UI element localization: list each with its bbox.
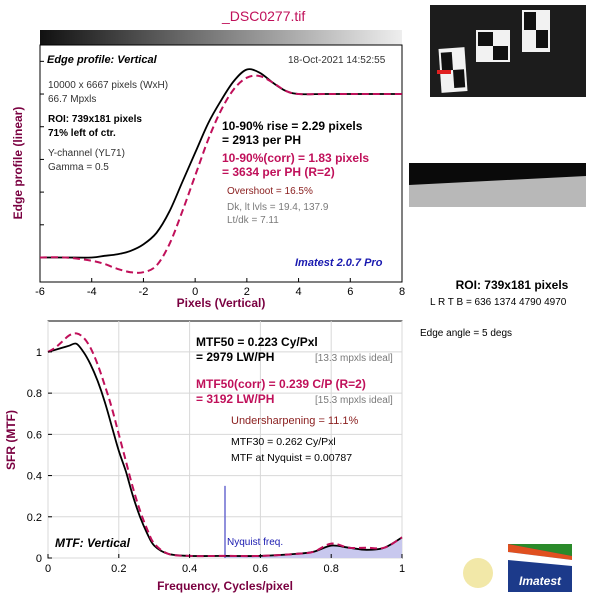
bottom-ytick-label: 0.6	[27, 429, 42, 441]
logo-stripe-white	[508, 552, 572, 566]
top-ylabel: Edge profile (linear)	[11, 107, 25, 220]
mtf-curve-corrected	[47, 332, 403, 558]
mtf50-ideal: [13.3 mpxls ideal]	[315, 353, 393, 364]
mtf50-line-2: = 2979 LW/PH	[196, 350, 274, 364]
rise-corr-line-2: = 3634 per PH (R=2)	[222, 165, 335, 179]
undersharpening: Undersharpening = 11.1%	[231, 415, 359, 427]
gray-gradient-bar	[40, 30, 402, 45]
bottom-ytick-label: 1	[36, 347, 42, 359]
bottom-ylabel: SFR (MTF)	[4, 410, 18, 470]
top-xlabel: Pixels (Vertical)	[177, 296, 266, 310]
edge-profile-plot: -6 -4 -2 0 2 4 6 8 Edge profile: Vertical 18-Oc…	[11, 30, 405, 310]
chart-square	[493, 46, 508, 60]
edge-curve-corrected	[39, 74, 402, 274]
bottom-xtick-label: 0.6	[253, 563, 268, 575]
roi-line-1: ROI: 739x181 pixels	[48, 114, 142, 125]
logo-stripe-red	[508, 544, 572, 560]
bottom-xtick-label: 0.2	[111, 563, 126, 575]
bottom-grid	[47, 321, 403, 559]
chart-square	[478, 32, 493, 46]
edge-curve-measured	[40, 68, 402, 259]
channel-line-2: Gamma = 0.5	[48, 162, 109, 173]
file-title: _DSC0277.tif	[221, 8, 305, 24]
mtf-curve-measured	[47, 342, 403, 557]
top-ticks: -6 -4 -2 0 2 4 6 8	[35, 278, 405, 298]
bottom-xtick-label: 0.8	[324, 563, 339, 575]
mtf-nyquist-fill	[225, 537, 402, 558]
rise-corr-line-1: 10-90%(corr) = 1.83 pixels	[222, 151, 369, 165]
rise-line-2: = 2913 per PH	[222, 133, 301, 147]
side-roi: ROI: 739x181 pixels	[456, 278, 569, 292]
roi-line-2: 71% left of ctr.	[48, 128, 116, 139]
top-xtick-label: 2	[244, 286, 250, 298]
timestamp: 18-Oct-2021 14:52:55	[288, 55, 386, 66]
mtf-plot: 0 0.2 0.4 0.6 0.8 1 0 0.2 0.4 0.6 0.8 1 MTF50 = 0.2…	[4, 320, 405, 593]
levels-line-1: Dk, lt lvls = 19.4, 137.9	[227, 202, 329, 213]
chart-square	[440, 52, 453, 71]
bottom-ytick-label: 0.8	[27, 388, 42, 400]
chart-square	[453, 69, 466, 88]
roi-crop	[409, 163, 586, 207]
top-xtick-label: 8	[399, 286, 405, 298]
rise-line-1: 10-90% rise = 2.29 pixels	[222, 119, 363, 133]
chart-square	[536, 30, 548, 48]
bottom-xtick-label: 0.4	[182, 563, 197, 575]
roi-crop-light	[409, 176, 586, 207]
bottom-ticks: 0 0.2 0.4 0.6 0.8 1 0 0.2 0.4 0.6 0.8 1	[27, 347, 405, 575]
bottom-xtick-label: 1	[399, 563, 405, 575]
overshoot: Overshoot = 16.5%	[227, 186, 313, 197]
bottom-xtick-label: 0	[45, 563, 51, 575]
top-xtick-label: 0	[192, 286, 198, 298]
logo-text: Imatest	[519, 574, 562, 588]
channel-line-1: Y-channel (YL71)	[48, 148, 125, 159]
info-line-2: 66.7 Mpxls	[48, 94, 96, 105]
mtf50c-ideal: [15.3 mpxls ideal]	[315, 395, 393, 406]
info-line-1: 10000 x 6667 pixels (WxH)	[48, 80, 168, 91]
top-xtick-label: -4	[87, 286, 97, 298]
mtf30: MTF30 = 0.262 Cy/Pxl	[231, 436, 336, 448]
nyquist-label: Nyquist freq.	[227, 537, 283, 548]
mtf50c-line-1: MTF50(corr) = 0.239 C/P (R=2)	[196, 377, 366, 391]
top-xtick-label: -2	[139, 286, 149, 298]
mtf50-line-1: MTF50 = 0.223 Cy/Pxl	[196, 335, 318, 349]
top-xtick-label: 4	[296, 286, 302, 298]
mtf50c-line-2: = 3192 LW/PH	[196, 392, 274, 406]
top-plot-frame	[39, 44, 403, 283]
bottom-plot-title: MTF: Vertical	[55, 536, 131, 550]
logo-circle	[463, 558, 493, 588]
bottom-ytick-label: 0.2	[27, 512, 42, 524]
bottom-ytick-label: 0.4	[27, 471, 42, 483]
imatest-watermark: Imatest 2.0.7 Pro	[295, 257, 383, 269]
roi-marker	[437, 70, 451, 74]
edge-angle: Edge angle = 5 degs	[420, 328, 512, 339]
top-xtick-label: 6	[347, 286, 353, 298]
bottom-xlabel: Frequency, Cycles/pixel	[157, 579, 293, 593]
levels-line-2: Lt/dk = 7.11	[227, 215, 279, 226]
top-plot-title: Edge profile: Vertical	[47, 54, 158, 66]
imatest-logo: Imatest	[508, 544, 572, 592]
bottom-ytick-label: 0	[36, 553, 42, 565]
mtf-at-nyquist: MTF at Nyquist = 0.00787	[231, 452, 352, 464]
top-xtick-label: -6	[35, 286, 45, 298]
roi-thumbnail	[430, 5, 586, 97]
side-lrtb: L R T B = 636 1374 4790 4970	[430, 297, 567, 308]
chart-square	[524, 12, 536, 30]
